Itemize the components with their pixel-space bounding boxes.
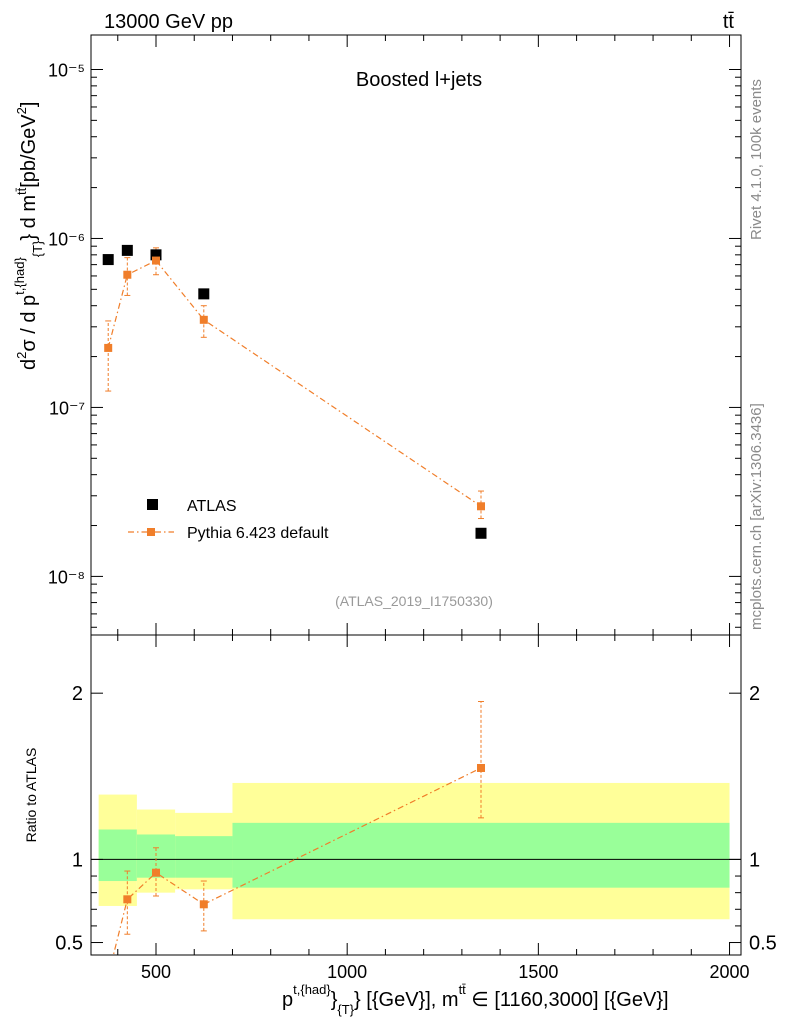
pythia-point xyxy=(123,270,132,279)
legend-pythia-marker xyxy=(147,528,155,536)
uncertainty-band-inner xyxy=(232,822,730,888)
svg-text:d2σ / d pt,{had}{T}} d mtt̄[p: d2σ / d pt,{had}{T}} d mtt̄[pb/GeV2] xyxy=(12,102,45,370)
process-label: tt̄ xyxy=(723,11,735,33)
mcplots-label: mcplots.cern.ch [arXiv:1306.3436] xyxy=(748,403,765,630)
x-axis-label: pt,{had}}{T}} [{GeV}], mtt̄ ∈ [1160,3000… xyxy=(282,982,669,1017)
main-y-axis-label: d2σ / d pt,{had}{T}} d mtt̄[pb/GeV2] xyxy=(12,102,45,370)
atlas-point xyxy=(475,527,487,539)
ratio-y-tick-label-left: 0.5 xyxy=(55,933,83,955)
analysis-id: (ATLAS_2019_I1750330) xyxy=(335,593,493,609)
ratio-y-tick-label-left: 1 xyxy=(72,849,83,871)
x-tick-label: 2000 xyxy=(710,962,750,982)
atlas-point xyxy=(102,254,114,266)
plot-title: Boosted l+jets xyxy=(356,69,482,91)
x-tick-label: 1000 xyxy=(327,962,367,982)
ratio-pythia-point xyxy=(199,900,208,909)
ratio-y-tick-label-right: 1 xyxy=(749,849,760,871)
main-y-tick-label: 10⁻⁷ xyxy=(49,398,85,418)
uncertainty-band-inner xyxy=(175,836,233,878)
ratio-y-tick-label-left: 2 xyxy=(72,683,83,705)
pythia-line xyxy=(107,259,482,507)
legend-atlas-label: ATLAS xyxy=(187,498,237,515)
x-tick-label: 500 xyxy=(141,962,171,982)
pythia-point xyxy=(477,502,485,511)
main-y-tick-label: 10⁻⁸ xyxy=(48,567,85,587)
ratio-pythia-point xyxy=(477,763,485,772)
rivet-label: Rivet 4.1.0, 100k events xyxy=(748,79,765,240)
ratio-pythia-point xyxy=(123,895,132,904)
ratio-y-tick-label-right: 2 xyxy=(749,683,760,705)
uncertainty-band-inner xyxy=(98,829,137,882)
atlas-point xyxy=(150,249,162,261)
energy-label: 13000 GeV pp xyxy=(104,11,233,33)
ratio-pythia-point xyxy=(104,972,112,980)
ratio-y-tick-label-right: 0.5 xyxy=(749,933,777,955)
pythia-point xyxy=(152,256,160,265)
ratio-y-axis-label: Ratio to ATLAS xyxy=(23,748,39,843)
atlas-point xyxy=(121,244,133,256)
legend-pythia-label: Pythia 6.423 default xyxy=(187,525,329,542)
ratio-panel: 0.5 0.5 1 1 2 2 500 1000 1500 2000 Ratio to ATLAS… xyxy=(23,634,777,1017)
pythia-point xyxy=(104,343,113,352)
atlas-point xyxy=(198,288,210,300)
main-frame xyxy=(90,34,742,636)
legend: ATLAS Pythia 6.423 default xyxy=(128,498,329,542)
main-y-tick-label: 10⁻⁵ xyxy=(48,60,85,80)
legend-atlas-marker xyxy=(147,499,158,510)
main-y-tick-label: 10⁻⁶ xyxy=(48,229,85,249)
pythia-point xyxy=(199,315,208,324)
ratio-pythia-point xyxy=(152,868,160,877)
main-panel: 10⁻⁸ 10⁻⁷ 10⁻⁶ 10⁻⁵ Boosted l+jets (ATLAS_2… xyxy=(12,34,742,636)
x-tick-label: 1500 xyxy=(518,962,558,982)
ratio-frame xyxy=(90,634,742,956)
